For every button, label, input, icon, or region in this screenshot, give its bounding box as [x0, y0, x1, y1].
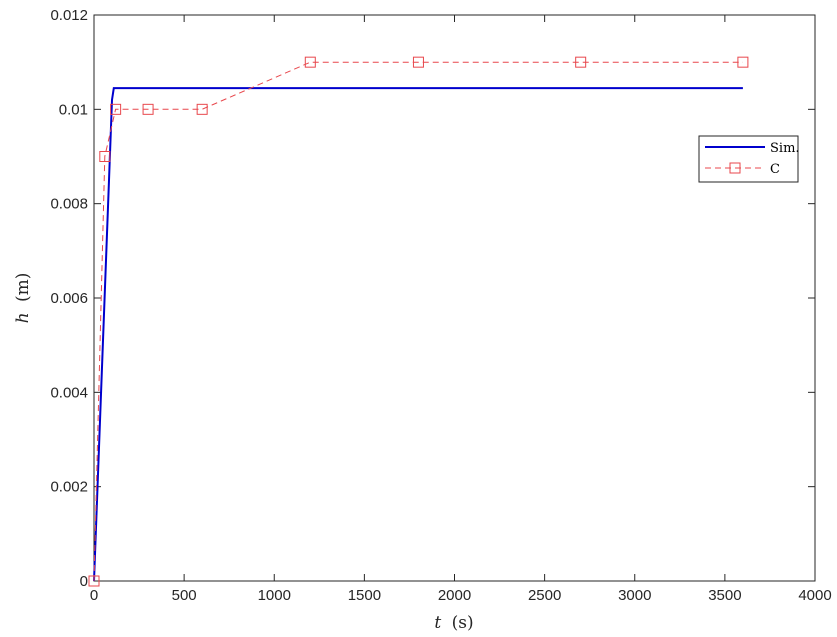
data-point-marker [110, 103, 122, 115]
y-tick-label: 0.006 [50, 290, 88, 307]
legend-sim-label: Sim. [770, 141, 800, 156]
data-point-marker [304, 56, 316, 68]
legend: Sim. C [698, 135, 800, 183]
x-tick-label: 1500 [348, 587, 381, 604]
y-tick-label: 0.008 [50, 196, 88, 213]
data-point-marker [88, 575, 100, 587]
x-tick-label: 2000 [438, 587, 471, 604]
series-line-c [93, 61, 743, 582]
y-axis-label-unit: (m) [13, 273, 33, 302]
legend-c-marker [729, 162, 741, 174]
y-tick-label: 0.004 [50, 384, 88, 401]
x-tick-label: 3500 [708, 587, 741, 604]
x-tick-label: 2500 [528, 587, 561, 604]
x-axis-label-var: t [434, 613, 441, 633]
data-point-marker [196, 103, 208, 115]
data-point-marker [737, 56, 749, 68]
data-point-marker [412, 56, 424, 68]
plot-area [93, 14, 816, 582]
series-line-sim [93, 87, 743, 582]
legend-box [698, 135, 799, 183]
y-tick-label: 0.002 [50, 479, 88, 496]
x-axis-ticks: 0 500 1000 1500 2000 2500 3000 3500 4000 [90, 15, 832, 604]
x-tick-label: 4000 [798, 587, 831, 604]
y-axis-label-var: h [13, 312, 33, 323]
x-axis-label: t (s) [434, 613, 473, 633]
x-axis-label-unit: (s) [452, 613, 474, 633]
x-tick-label: 500 [172, 587, 197, 604]
y-tick-label: 0.012 [50, 7, 88, 24]
y-axis-label: h (m) [13, 273, 33, 324]
data-point-marker [142, 103, 154, 115]
y-tick-label: 0 [80, 573, 88, 590]
data-point-marker [575, 56, 587, 68]
series-layer [88, 56, 749, 587]
x-tick-label: 0 [90, 587, 98, 604]
x-tick-label: 3000 [618, 587, 651, 604]
legend-c-label: C [770, 162, 780, 177]
y-axis-ticks: 0 0.002 0.004 0.006 0.008 0.01 0.012 [50, 7, 815, 590]
data-point-marker [99, 151, 111, 162]
x-tick-label: 1000 [258, 587, 291, 604]
y-tick-label: 0.01 [59, 101, 88, 118]
